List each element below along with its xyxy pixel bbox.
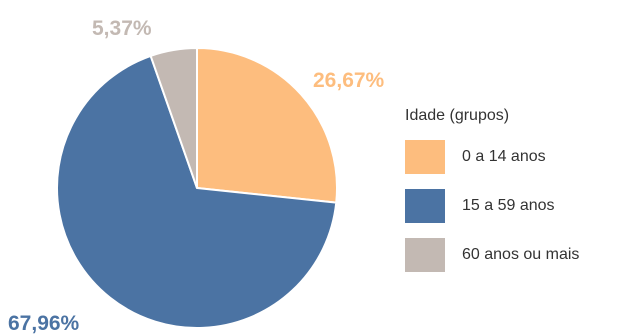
legend-item-60-anos-ou-mais: 60 anos ou mais: [405, 238, 620, 272]
legend-swatch: [405, 140, 445, 174]
legend-item-15-a-59-anos: 15 a 59 anos: [405, 189, 620, 223]
legend: Idade (grupos) 0 a 14 anos 15 a 59 anos …: [405, 106, 620, 287]
data-label-60-anos-ou-mais: 5,37%: [92, 17, 152, 40]
legend-swatch: [405, 189, 445, 223]
legend-swatch: [405, 238, 445, 272]
legend-label: 60 anos ou mais: [462, 246, 580, 263]
pie-slice-60-anos-ou-mais: [149, 46, 198, 189]
legend-label: 15 a 59 anos: [462, 197, 555, 214]
legend-item-0-a-14-anos: 0 a 14 anos: [405, 140, 620, 174]
pie-slice-0-a-14-anos: [196, 46, 338, 204]
legend-label: 0 a 14 anos: [462, 148, 546, 165]
legend-title: Idade (grupos): [405, 107, 510, 124]
data-label-15-a-59-anos: 67,96%: [8, 312, 80, 334]
data-label-0-a-14-anos: 26,67%: [313, 69, 385, 92]
pie-slice-15-a-59-anos: [56, 54, 338, 329]
